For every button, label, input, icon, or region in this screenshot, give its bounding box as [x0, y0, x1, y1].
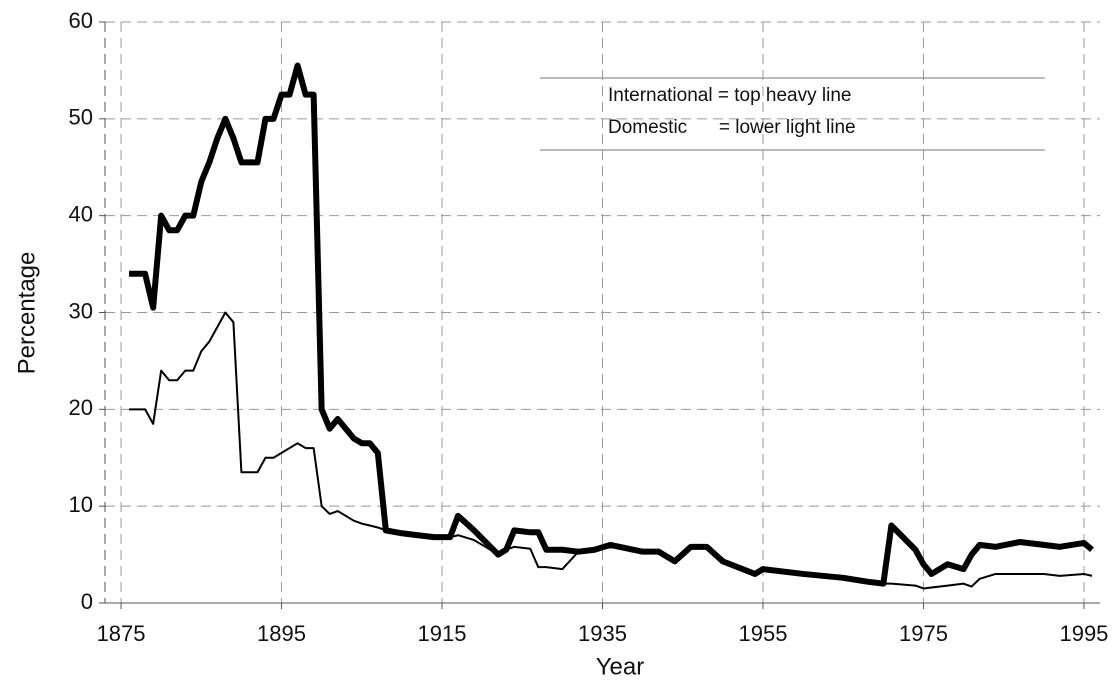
y-tick-label: 60 — [69, 8, 93, 33]
x-tick-label: 1995 — [1059, 621, 1108, 646]
x-tick-label: 1975 — [899, 621, 948, 646]
series-line — [129, 62, 1094, 587]
y-tick-label: 40 — [69, 201, 93, 226]
y-tick-label: 50 — [69, 105, 93, 130]
legend-entry: International = top heavy line — [608, 85, 851, 106]
x-tick-label: 1895 — [257, 621, 306, 646]
series-line — [129, 311, 1093, 590]
y-tick-label: 30 — [69, 298, 93, 323]
y-tick-label: 10 — [69, 492, 93, 517]
y-tick-label: 20 — [69, 395, 93, 420]
y-axis-title: Percentage — [13, 252, 40, 375]
x-tick-label: 1935 — [578, 621, 627, 646]
legend-entry: Domestic = lower light line — [608, 117, 856, 138]
x-tick-label: 1915 — [418, 621, 467, 646]
x-axis-title: Year — [596, 653, 645, 680]
x-tick-label: 1875 — [97, 621, 146, 646]
y-tick-label: 0 — [81, 589, 93, 614]
x-tick-label: 1955 — [739, 621, 788, 646]
